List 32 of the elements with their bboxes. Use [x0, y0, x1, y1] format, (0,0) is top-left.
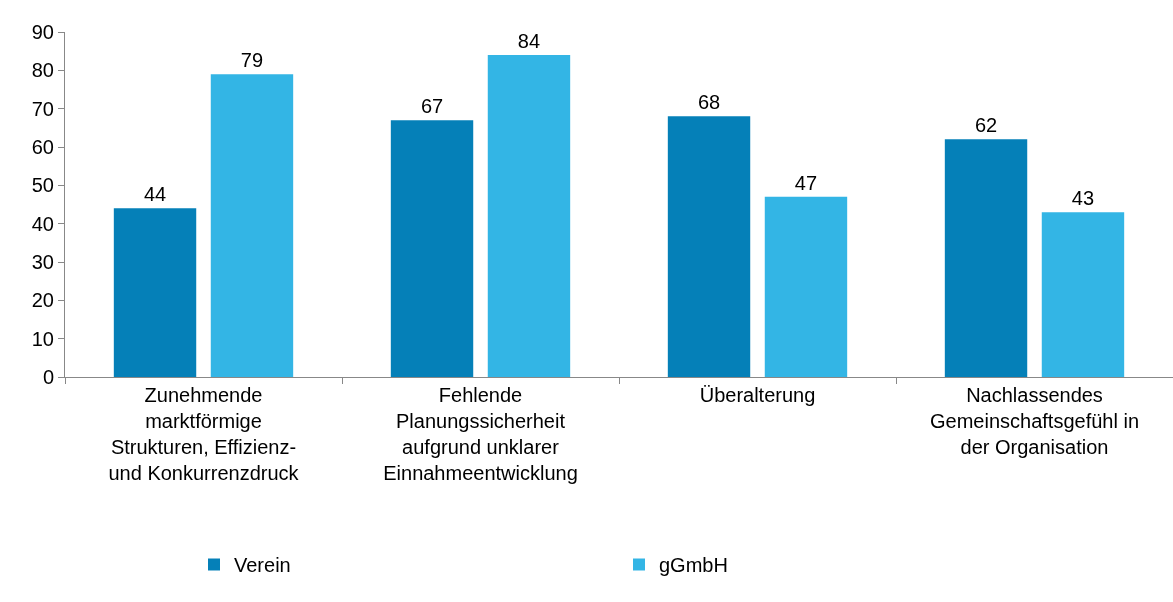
data-label: 44	[143, 183, 167, 206]
data-label: 79	[240, 49, 264, 72]
bar	[764, 196, 848, 377]
bar	[667, 116, 751, 377]
y-tick-label: 90	[31, 21, 54, 43]
y-tick-label: 70	[31, 97, 54, 120]
bar	[210, 74, 294, 377]
x-tick-label: Überalterung	[699, 384, 816, 406]
y-tick-label: 20	[31, 289, 54, 312]
data-label: 47	[794, 171, 818, 194]
bar	[1041, 212, 1125, 377]
data-label: 67	[420, 95, 444, 118]
y-tick-label: 80	[31, 59, 54, 82]
data-label: 62	[974, 114, 998, 137]
bar	[944, 139, 1028, 377]
data-label: 68	[697, 91, 721, 114]
data-label: 84	[517, 30, 541, 52]
x-tick-label: Zunehmende marktförmige Strukturen, Effizienz- und Konkurrenzdruck	[108, 384, 300, 484]
y-tick-label: 0	[42, 366, 54, 388]
y-tick-label: 40	[31, 212, 54, 235]
y-tick-label: 10	[31, 327, 54, 350]
bar	[390, 120, 474, 377]
x-tick-label: Fehlende Planungssicherheit aufgrund unklarer Einnahmeentwicklung	[383, 384, 578, 484]
bar	[113, 208, 197, 377]
y-tick-label: 50	[31, 174, 54, 197]
x-tick-label: Nachlassendes Gemeinschaftsgefühl in der Organisation	[929, 384, 1140, 458]
y-tick-label: 30	[31, 251, 54, 273]
y-tick-label: 60	[31, 136, 54, 158]
bar	[487, 55, 571, 377]
data-label: 43	[1071, 187, 1095, 210]
legend-label: gGmbH	[659, 554, 728, 577]
legend-label: Verein	[234, 554, 291, 577]
